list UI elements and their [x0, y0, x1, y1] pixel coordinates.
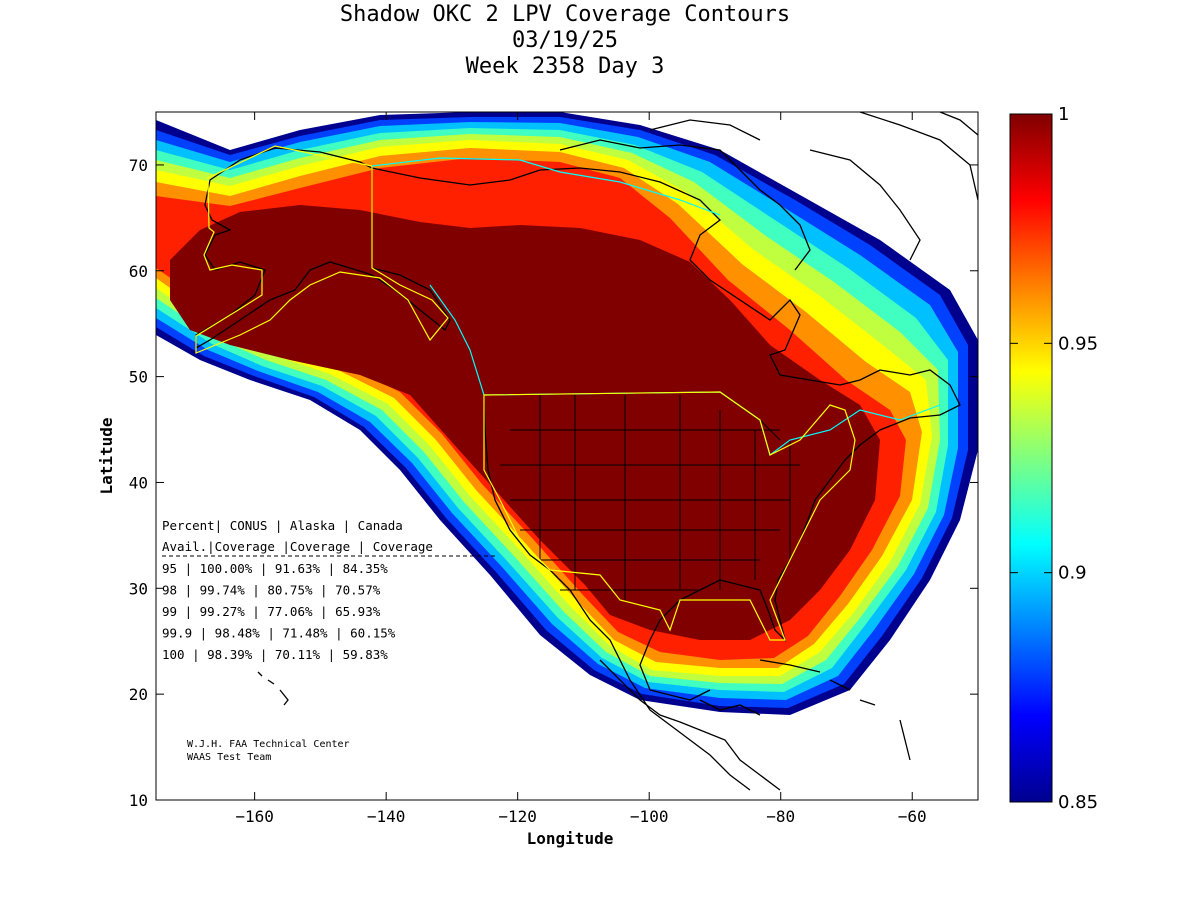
stats-row: 99.9 | 98.48% | 71.48% | 60.15%	[162, 626, 396, 641]
y-tick-label: 20	[129, 685, 148, 704]
caribbean-islands	[759, 659, 911, 761]
y-axis: 10 20 30 40 50 60 70	[129, 156, 978, 810]
x-tick-label: −100	[630, 807, 669, 826]
colorbar-tick-label: 0.95	[1058, 333, 1098, 354]
colorbar-ticks: 1 0.95 0.9 0.85	[1010, 104, 1098, 813]
x-tick-label: −140	[367, 807, 406, 826]
y-tick-label: 50	[129, 368, 148, 387]
alaska-boundary	[195, 145, 449, 354]
stats-row: 99 | 99.27% | 77.06% | 65.93%	[162, 604, 381, 619]
canada-arctic-coastline	[371, 167, 961, 461]
y-tick-label: 70	[129, 156, 148, 175]
colorbar-tick-label: 1	[1058, 104, 1069, 125]
chart-title: Shadow OKC 2 LPV Coverage Contours	[339, 2, 791, 27]
y-tick-label: 30	[129, 579, 148, 598]
x-tick-label: −120	[498, 807, 537, 826]
x-axis-label: Longitude	[527, 829, 614, 848]
colorbar-tick-label: 0.85	[1058, 792, 1098, 813]
x-tick-label: −80	[766, 807, 795, 826]
credit-line-2: WAAS Test Team	[187, 752, 271, 763]
credit-line-1: W.J.H. FAA Technical Center	[187, 739, 350, 750]
coastlines	[195, 112, 978, 791]
colorbar-tick-label: 0.9	[1058, 563, 1087, 584]
y-tick-label: 60	[129, 262, 148, 281]
region-boundaries	[195, 145, 941, 641]
x-tick-label: −160	[235, 807, 274, 826]
stats-row: 98 | 99.74% | 80.75% | 70.57%	[162, 583, 381, 598]
y-axis-label: Latitude	[97, 417, 116, 494]
colorbar	[1009, 113, 1053, 803]
stats-row: 100 | 98.39% | 70.11% | 59.83%	[162, 647, 388, 662]
stats-table: Percent| CONUS | Alaska | Canada Avail.|…	[162, 518, 495, 662]
y-tick-label: 40	[129, 473, 148, 492]
x-tick-label: −60	[898, 807, 927, 826]
stats-row: 95 | 100.00% | 91.63% | 84.35%	[162, 561, 388, 576]
stats-header-1: Percent| CONUS | Alaska | Canada	[162, 518, 403, 533]
y-tick-label: 10	[129, 791, 148, 810]
arctic-islands	[559, 119, 921, 271]
plot-frame	[155, 111, 979, 801]
stats-header-2: Avail.|Coverage |Coverage | Coverage	[162, 539, 433, 554]
hawaii-islands	[257, 671, 289, 706]
mexico-central-america	[599, 659, 781, 791]
chart-date: 03/19/25	[512, 28, 618, 53]
conus-boundary	[483, 391, 856, 641]
greenland-coastline	[859, 112, 978, 201]
us-west-coastline	[483, 394, 751, 791]
x-axis: −160 −140 −120 −100 −80 −60	[235, 112, 927, 826]
chart-week: Week 2358 Day 3	[465, 54, 665, 79]
coverage-band-100	[170, 205, 880, 640]
